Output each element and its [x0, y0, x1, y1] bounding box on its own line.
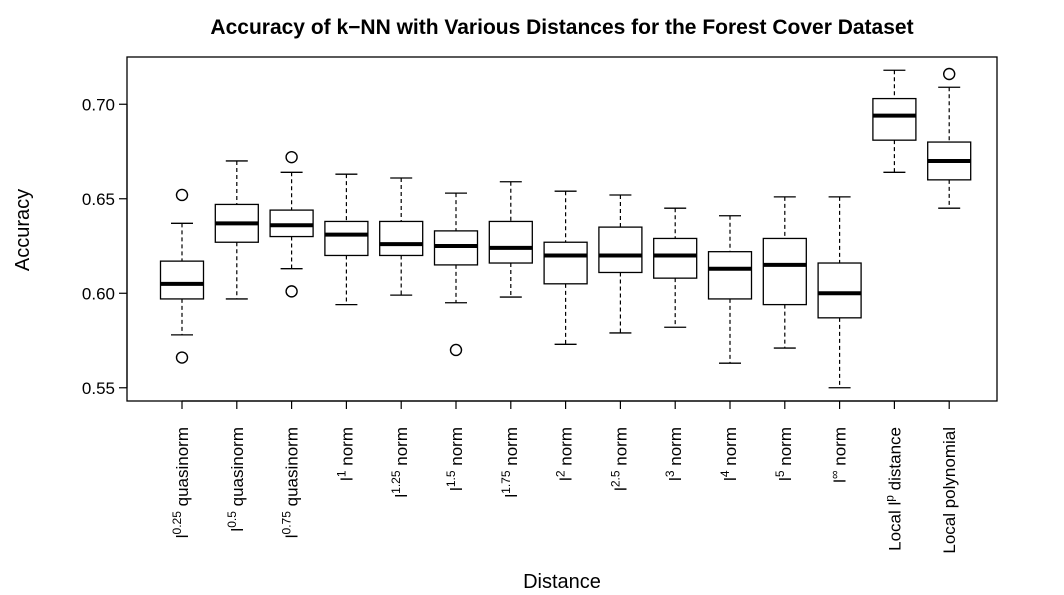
iqr-box — [817, 262, 862, 319]
box-4 — [324, 173, 369, 306]
x-tick-label: Local polynomial — [940, 427, 959, 554]
x-tick-label: l1.25 norm — [389, 427, 411, 498]
x-tick-label: l5 norm — [773, 427, 795, 481]
iqr-box — [543, 241, 588, 285]
box-14 — [872, 69, 917, 173]
outlier-point — [449, 343, 463, 357]
outlier-point — [285, 150, 298, 164]
box-11 — [707, 215, 753, 364]
box-5 — [379, 177, 424, 296]
x-tick-label: l∞ norm — [828, 427, 850, 483]
y-tick-label: 0.55 — [82, 379, 115, 398]
box-15 — [927, 67, 972, 209]
box-10 — [653, 207, 698, 328]
box-9 — [598, 194, 643, 334]
iqr-box — [159, 260, 205, 300]
boxes — [159, 67, 972, 389]
outlier-point — [943, 67, 956, 81]
chart-title: Accuracy of k−NN with Various Distances … — [210, 16, 913, 39]
y-tick-label: 0.70 — [82, 95, 115, 114]
x-tick-label: l0.5 quasinorm — [225, 427, 247, 532]
box-7 — [488, 181, 533, 298]
x-tick-label: Local lp distance — [882, 427, 904, 551]
y-tick-label: 0.60 — [82, 284, 115, 303]
box-12 — [762, 196, 807, 349]
box-13 — [817, 196, 862, 389]
x-tick-label: l4 norm — [718, 427, 740, 481]
y-axis: 0.55 0.60 0.65 0.70 — [82, 95, 128, 398]
x-axis-label: Distance — [523, 571, 601, 593]
box-2 — [214, 160, 259, 300]
outlier-point — [285, 285, 298, 298]
iqr-box — [653, 237, 698, 279]
x-tick-label: l2 norm — [554, 427, 576, 481]
outlier-point — [175, 351, 189, 364]
box-6 — [433, 192, 479, 357]
iqr-box — [379, 220, 424, 257]
y-tick-label: 0.65 — [82, 190, 115, 209]
y-axis-label: Accuracy — [12, 189, 34, 271]
x-tick-label: l1.75 norm — [499, 427, 521, 498]
box-1 — [159, 188, 205, 364]
box-8 — [543, 190, 588, 345]
x-tick-label: l1.5 norm — [444, 427, 466, 491]
x-tick-label: l3 norm — [663, 427, 685, 481]
x-axis-labels: l0.25 quasinorm l0.5 quasinorm l0.75 quasi… — [170, 400, 959, 554]
x-tick-label: l0.75 quasinorm — [280, 427, 302, 538]
box-3 — [269, 150, 314, 298]
iqr-box — [707, 251, 753, 300]
iqr-box — [762, 237, 807, 306]
x-tick-label: l1 norm — [334, 427, 356, 481]
iqr-box — [872, 97, 917, 141]
x-tick-label: l2.5 norm — [608, 427, 630, 491]
outlier-point — [175, 188, 189, 202]
iqr-box — [488, 220, 533, 264]
iqr-box — [324, 220, 369, 257]
x-tick-label: l0.25 quasinorm — [170, 427, 192, 538]
iqr-box — [598, 226, 643, 274]
